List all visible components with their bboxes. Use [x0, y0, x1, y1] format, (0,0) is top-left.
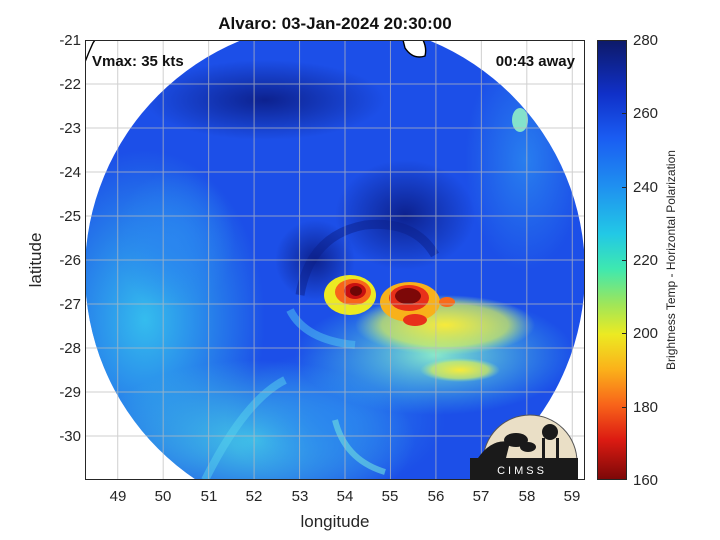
microwave-imagery	[85, 40, 585, 480]
ytick-label: -29	[59, 384, 81, 401]
ytick-label: -30	[59, 428, 81, 445]
colorbar-tick-label: 180	[633, 399, 659, 416]
ytick-label: -24	[59, 164, 81, 181]
xtick-label: 51	[200, 488, 218, 505]
colorbar-tick-label: 220	[633, 252, 659, 269]
colorbar-tick-label: 240	[633, 179, 659, 196]
xtick-label: 59	[563, 488, 581, 505]
xtick-label: 56	[427, 488, 445, 505]
vmax-label: Vmax: 35 kts	[92, 53, 184, 70]
xtick-label: 52	[245, 488, 263, 505]
map-title: Alvaro: 03-Jan-2024 20:30:00	[218, 14, 452, 33]
x-axis-label: longitude	[300, 512, 370, 531]
colorbar-label: Brightness Temp - Horizontal Polarizatio…	[664, 150, 678, 370]
ytick-label: -26	[59, 252, 81, 269]
colorbar-tick-mark	[622, 260, 627, 261]
xtick-label: 50	[154, 488, 172, 505]
coastline-madagascar	[85, 40, 96, 63]
ytick-label: -27	[59, 296, 81, 313]
ytick-label: -23	[59, 120, 81, 137]
colorbar-tick-label: 280	[633, 32, 659, 49]
ytick-label: -25	[59, 208, 81, 225]
xtick-label: 54	[336, 488, 354, 505]
coastline-reunion	[402, 40, 427, 58]
time-away-label: 00:43 away	[495, 53, 575, 70]
colorbar-tick-mark	[622, 333, 627, 334]
ytick-label: -28	[59, 340, 81, 357]
colorbar-tick-mark	[622, 407, 627, 408]
colorbar-tick-label: 260	[633, 105, 659, 122]
xtick-label: 58	[518, 488, 536, 505]
xtick-label: 55	[381, 488, 399, 505]
ytick-label: -21	[59, 32, 81, 49]
map-plot-area	[85, 40, 585, 480]
xtick-label: 57	[472, 488, 490, 505]
ytick-label: -22	[59, 76, 81, 93]
xtick-label: 53	[291, 488, 309, 505]
grid-lines	[85, 40, 585, 480]
colorbar-tick-label: 160	[633, 472, 659, 489]
colorbar-tick-mark	[622, 187, 627, 188]
colorbar-tick-mark	[622, 113, 627, 114]
cimss-logo: CIMSS	[470, 414, 578, 480]
colorbar-tick-label: 200	[633, 325, 659, 342]
logo-text: CIMSS	[497, 465, 547, 477]
xtick-label: 49	[109, 488, 127, 505]
y-axis-label: latitude	[26, 232, 45, 288]
